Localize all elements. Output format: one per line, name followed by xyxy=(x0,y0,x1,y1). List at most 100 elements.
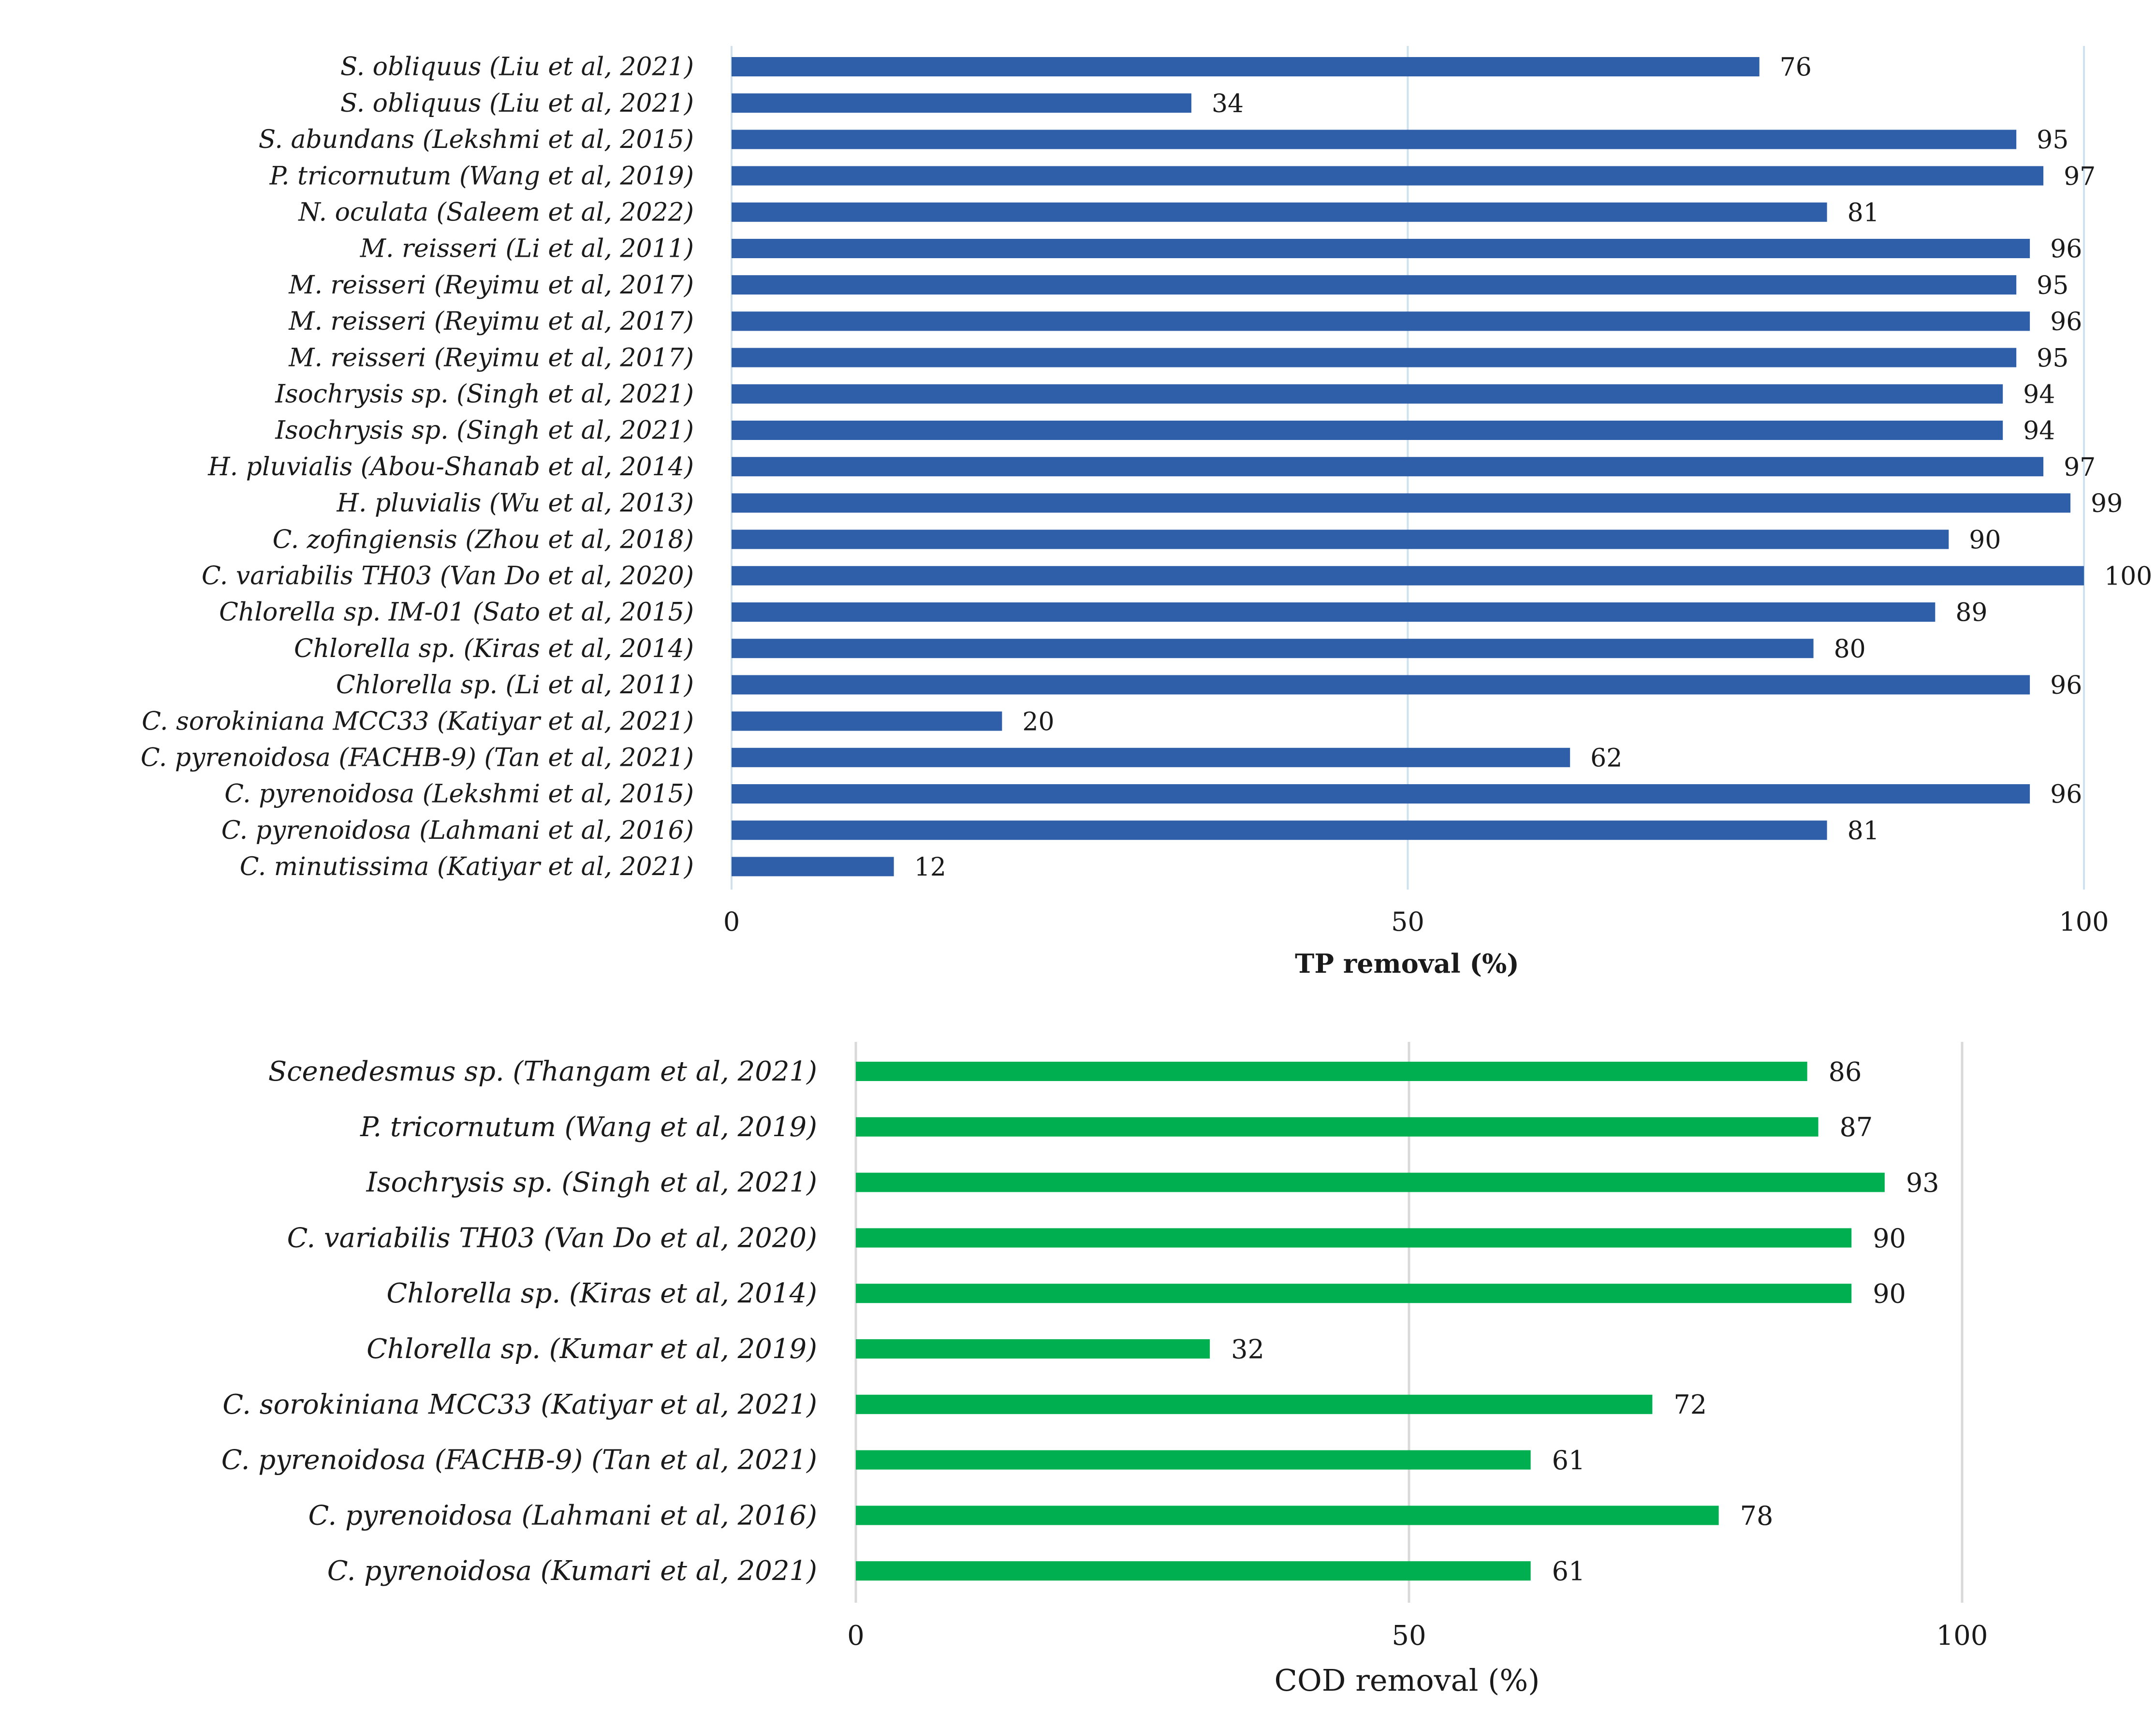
value-label: 96 xyxy=(2050,671,2082,700)
category-label: Isochrysis sp. (Singh et al, 2021) xyxy=(275,416,694,445)
bar xyxy=(732,639,1814,658)
tick-label: 100 xyxy=(2059,907,2109,937)
category-label: M. reisseri (Li et al, 2011) xyxy=(360,234,694,263)
value-label: 20 xyxy=(1022,707,1054,736)
category-label: P. tricornutum (Wang et al, 2019) xyxy=(360,1111,817,1143)
bar xyxy=(732,857,894,877)
value-label: 72 xyxy=(1673,1389,1707,1420)
category-label: P. tricornutum (Wang et al, 2019) xyxy=(269,161,694,190)
value-label: 95 xyxy=(2037,344,2068,373)
tick-label: 0 xyxy=(847,1620,865,1652)
bar xyxy=(732,93,1191,113)
category-label: M. reisseri (Reyimu et al, 2017) xyxy=(288,343,694,372)
value-label: 32 xyxy=(1231,1334,1264,1364)
category-label: Chlorella sp. (Kiras et al, 2014) xyxy=(386,1278,817,1309)
value-label: 12 xyxy=(914,853,946,882)
bar xyxy=(732,529,1949,549)
value-label: 96 xyxy=(2050,307,2082,336)
bar xyxy=(732,421,2003,440)
value-label: 96 xyxy=(2050,235,2082,264)
value-label: 90 xyxy=(1873,1223,1906,1254)
bar xyxy=(732,275,2017,295)
category-label: C. variabilis TH03 (Van Do et al, 2020) xyxy=(202,561,694,590)
bar xyxy=(732,784,2030,804)
bar xyxy=(732,566,2084,585)
value-label: 89 xyxy=(1955,599,1987,628)
category-label: C. minutissima (Katiyar et al, 2021) xyxy=(240,852,694,881)
value-label: 95 xyxy=(2037,271,2068,300)
category-label: Chlorella sp. (Kiras et al, 2014) xyxy=(294,634,694,663)
bar xyxy=(732,675,2030,695)
value-label: 62 xyxy=(1590,744,1622,773)
category-label: C. pyrenoidosa (Lahmani et al, 2016) xyxy=(308,1500,818,1531)
cod-removal-chart: Scenedesmus sp. (Thangam et al, 2021) 86 P… xyxy=(221,1042,1988,1698)
value-label: 61 xyxy=(1552,1445,1585,1476)
bar xyxy=(732,166,2044,186)
category-label: S. obliquus (Liu et al, 2021) xyxy=(340,89,694,118)
bar xyxy=(856,1506,1719,1525)
category-label: C. sorokiniana MCC33 (Katiyar et al, 202… xyxy=(142,707,694,736)
category-label: M. reisseri (Reyimu et al, 2017) xyxy=(288,307,694,336)
value-label: 90 xyxy=(1969,526,2001,555)
value-label: 97 xyxy=(2064,453,2096,482)
category-label: M. reisseri (Reyimu et al, 2017) xyxy=(288,271,694,300)
bar xyxy=(856,1117,1819,1137)
category-label: H. pluvialis (Wu et al, 2013) xyxy=(337,489,694,518)
value-label: 81 xyxy=(1848,817,1879,846)
value-label: 80 xyxy=(1834,635,1866,664)
category-label: Scenedesmus sp. (Thangam et al, 2021) xyxy=(268,1056,817,1087)
bar xyxy=(856,1339,1210,1359)
category-label: Isochrysis sp. (Singh et al, 2021) xyxy=(366,1167,817,1199)
value-label: 81 xyxy=(1848,199,1879,228)
bar xyxy=(856,1394,1653,1414)
bar xyxy=(732,384,2003,404)
category-label: C. pyrenoidosa (Kumari et al, 2021) xyxy=(327,1555,817,1587)
bar xyxy=(856,1172,1885,1192)
value-label: 96 xyxy=(2050,780,2082,809)
value-label: 95 xyxy=(2037,126,2068,155)
bar xyxy=(732,602,1936,622)
tick-label: 50 xyxy=(1392,1620,1426,1652)
category-label: Chlorella sp. (Li et al, 2011) xyxy=(336,671,694,700)
bar xyxy=(732,457,2044,477)
category-label: C. variabilis TH03 (Van Do et al, 2020) xyxy=(287,1222,817,1254)
value-label: 97 xyxy=(2064,162,2096,191)
value-label: 34 xyxy=(1212,89,1244,118)
value-label: 94 xyxy=(2023,417,2055,446)
bar xyxy=(856,1062,1807,1081)
value-label: 87 xyxy=(1840,1112,1873,1142)
value-label: 94 xyxy=(2023,380,2055,409)
category-label: Isochrysis sp. (Singh et al, 2021) xyxy=(275,380,694,409)
bar xyxy=(856,1284,1852,1303)
bar xyxy=(732,747,1570,767)
bar xyxy=(856,1450,1531,1470)
category-label: H. pluvialis (Abou-Shanab et al, 2014) xyxy=(207,453,694,482)
category-label: N. oculata (Saleem et al, 2022) xyxy=(297,198,694,227)
value-label: 93 xyxy=(1906,1168,1939,1198)
bar xyxy=(732,57,1760,76)
bar xyxy=(732,130,2017,149)
bar xyxy=(732,202,1827,222)
category-label: C. sorokiniana MCC33 (Katiyar et al, 202… xyxy=(222,1389,817,1420)
value-label: 90 xyxy=(1873,1279,1906,1309)
category-label: S. abundans (Lekshmi et al, 2015) xyxy=(259,125,694,154)
tick-label: 0 xyxy=(723,907,740,937)
x-axis-title: TP removal (%) xyxy=(1295,948,1519,979)
bar xyxy=(856,1561,1531,1581)
category-label: C. pyrenoidosa (FACHB-9) (Tan et al, 202… xyxy=(221,1445,817,1476)
bar xyxy=(732,820,1827,840)
category-label: Chlorella sp. (Kumar et al, 2019) xyxy=(367,1333,817,1365)
tick-label: 50 xyxy=(1391,907,1424,937)
category-label: S. obliquus (Liu et al, 2021) xyxy=(340,53,694,82)
value-label: 61 xyxy=(1552,1556,1585,1587)
value-label: 78 xyxy=(1740,1501,1774,1531)
value-label: 100 xyxy=(2104,562,2152,591)
bar xyxy=(732,311,2030,331)
value-label: 76 xyxy=(1780,53,1812,82)
bar xyxy=(732,348,2017,367)
bar xyxy=(732,493,2071,513)
category-label: Chlorella sp. IM-01 (Sato et al, 2015) xyxy=(219,598,694,627)
bar xyxy=(732,711,1002,731)
bar xyxy=(732,239,2030,258)
